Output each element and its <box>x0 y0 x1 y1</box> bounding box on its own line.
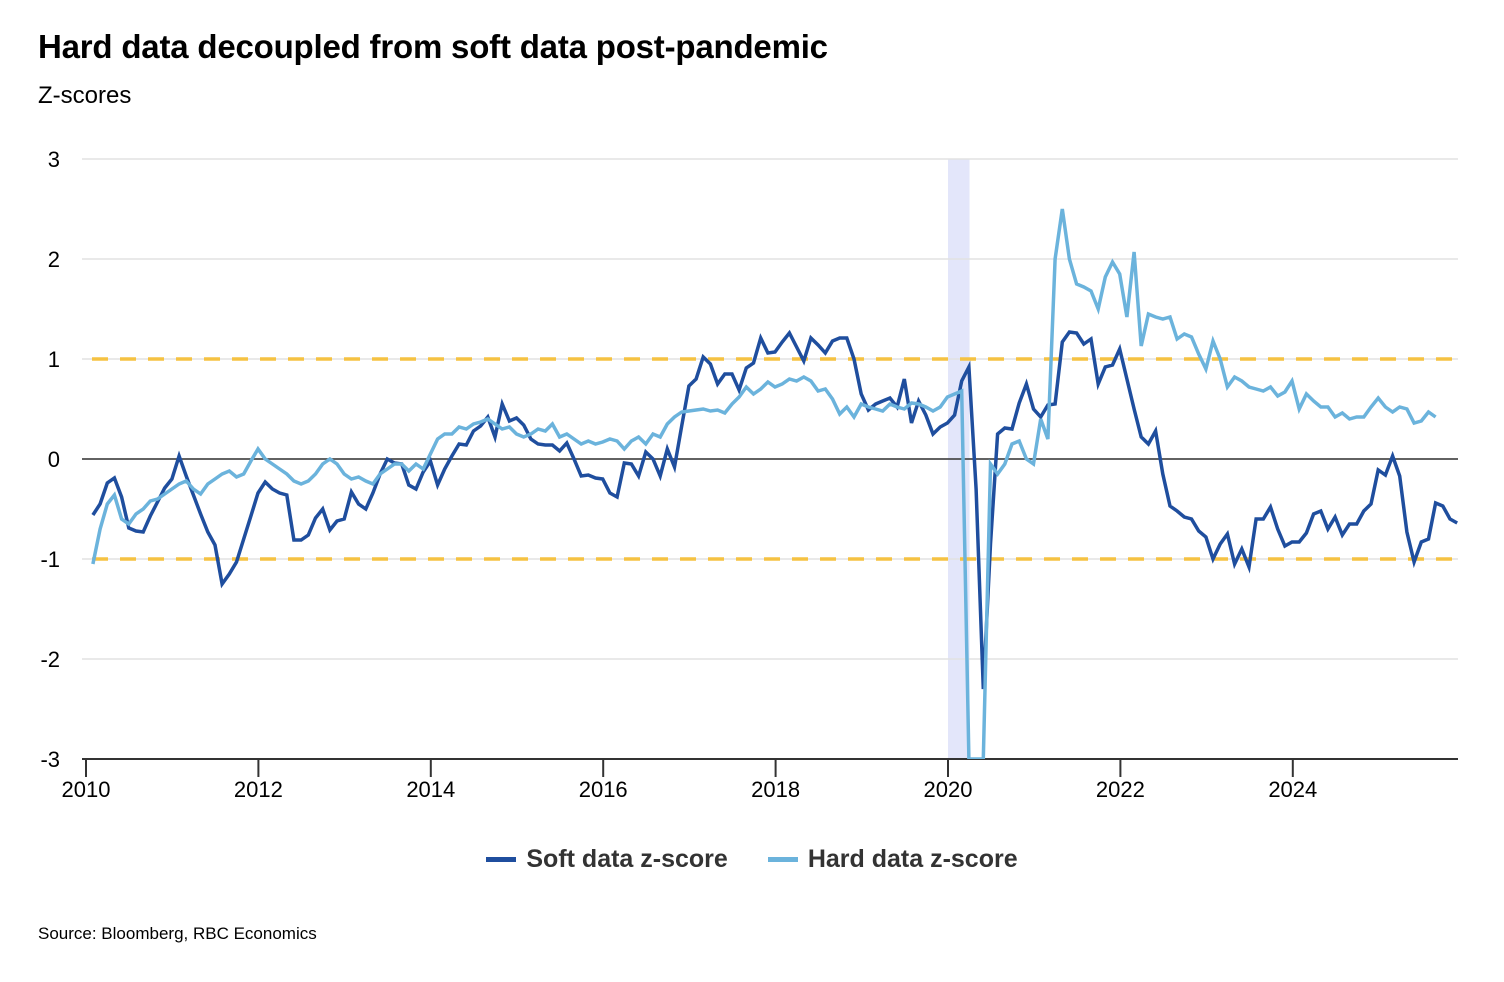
y-tick-label: 1 <box>48 347 60 372</box>
soft-data-line <box>91 329 1458 690</box>
y-tick-label: 2 <box>48 247 60 272</box>
x-tick-label: 2012 <box>234 777 283 802</box>
source-note: Source: Bloomberg, RBC Economics <box>38 924 317 943</box>
x-tick-label: 2020 <box>924 777 973 802</box>
y-tick-label: 0 <box>48 447 60 472</box>
series-lines <box>91 208 1458 759</box>
legend-label-hard: Hard data z-score <box>807 845 1018 873</box>
reference-lines <box>82 357 1458 561</box>
y-tick-label: -1 <box>40 547 60 572</box>
chart-subtitle: Z-scores <box>38 82 132 109</box>
x-tick-label: 2010 <box>62 777 111 802</box>
chart-title: Hard data decoupled from soft data post-… <box>38 28 828 65</box>
legend-label-soft: Soft data z-score <box>526 845 728 873</box>
x-tick-label: 2022 <box>1096 777 1145 802</box>
x-axis: 2010 2012 2014 2016 2018 2020 2022 2024 <box>62 758 1458 802</box>
y-tick-label: -3 <box>40 747 60 772</box>
x-tick-label: 2024 <box>1268 777 1317 802</box>
legend: Soft data z-score Hard data z-score <box>0 845 1504 874</box>
legend-item-hard[interactable]: Hard data z-score <box>767 845 1018 874</box>
y-axis-ticks: 3 2 1 0 -1 -2 -3 <box>40 147 60 772</box>
x-tick-label: 2016 <box>579 777 628 802</box>
legend-swatch-soft <box>486 857 517 862</box>
x-tick-label: 2014 <box>406 777 455 802</box>
legend-swatch-hard <box>767 857 798 862</box>
legend-item-soft[interactable]: Soft data z-score <box>486 845 728 874</box>
y-tick-label: -2 <box>40 647 60 672</box>
gridlines <box>82 158 1458 660</box>
y-tick-label: 3 <box>48 147 60 172</box>
hard-data-line <box>91 208 1437 759</box>
x-tick-label: 2018 <box>751 777 800 802</box>
